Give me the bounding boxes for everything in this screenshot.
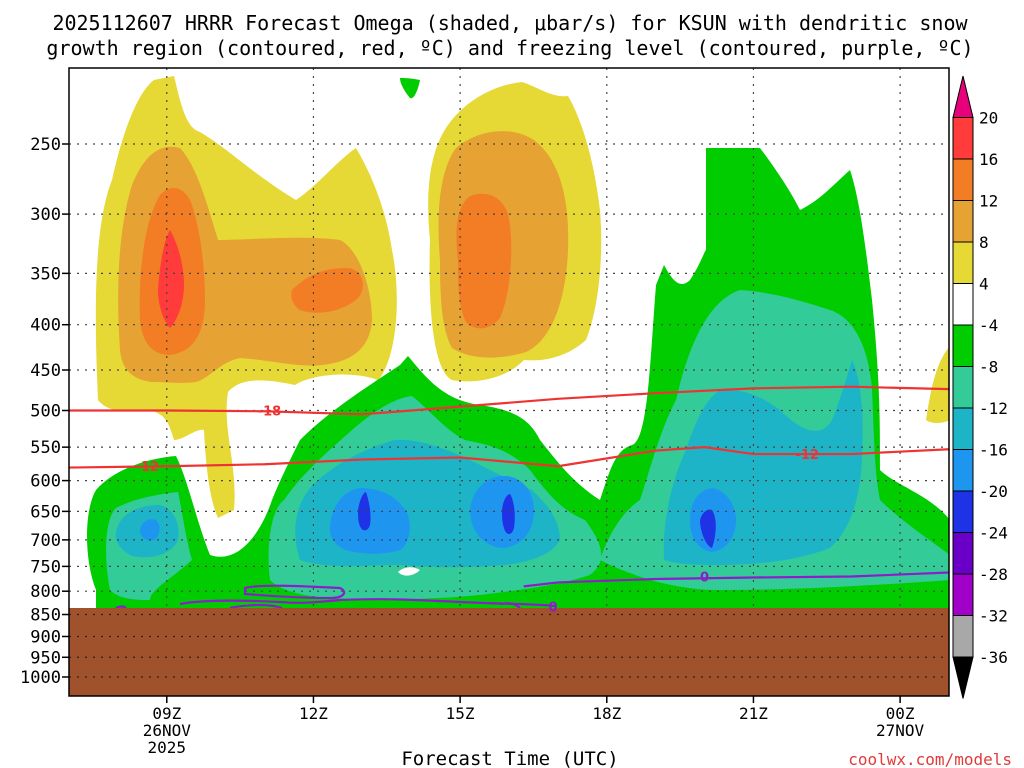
- colorbar-swatch-7: [952, 366, 974, 409]
- y-tick-label-800: 800: [30, 582, 61, 602]
- contour-line--12-1: [69, 446, 949, 469]
- omega-fill-neg20-neg24-a: [358, 492, 371, 531]
- colorbar-label-0: 20: [979, 109, 998, 128]
- freezing-level-loop-3: [499, 602, 521, 609]
- colorbar-label-7: -12: [979, 399, 1008, 418]
- x-tick-label-00Z-0: 00Z: [886, 704, 915, 723]
- omega-fill-neg16-neg20-d: [140, 519, 160, 541]
- omega-positive-shading: [95, 76, 949, 608]
- terrain-grid-lines: [69, 613, 949, 678]
- colorbar-label-9: -20: [979, 482, 1008, 501]
- y-tick-label-400: 400: [30, 316, 61, 336]
- plot-frame: [68, 67, 950, 697]
- colorbar-label-3: 8: [979, 233, 989, 252]
- y-tick-label-1000: 1000: [20, 668, 61, 688]
- y-axis: 2503003504004505005506006507007508008509…: [20, 135, 69, 688]
- x-tick-label-18Z-0: 18Z: [592, 704, 621, 723]
- freezing-level-loop-4: [115, 605, 127, 610]
- colorbar-label-4: 4: [979, 275, 989, 294]
- omega-fill-neg16-neg20-b: [470, 476, 534, 548]
- contour-label-1: -12: [135, 460, 159, 475]
- site-credit: coolwx.com/models: [848, 750, 1012, 768]
- colorbar-swatch-12: [952, 573, 974, 616]
- contour-labels: -18 -12 -12 0 0: [135, 405, 819, 616]
- colorbar-label-8: -16: [979, 441, 1008, 460]
- y-tick-label-600: 600: [30, 472, 61, 492]
- y-tick-label-450: 450: [30, 361, 61, 381]
- colorbar-swatch-8: [952, 407, 974, 450]
- contour-line-0-2: [523, 571, 949, 588]
- x-tick-label-09Z-0: 09Z: [152, 704, 181, 723]
- colorbar-label-6: -8: [979, 358, 998, 377]
- y-tick-label-550: 550: [30, 438, 61, 458]
- colorbar-swatch-4: [952, 241, 974, 284]
- colorbar-swatch-1: [952, 117, 974, 160]
- y-tick-label-300: 300: [30, 205, 61, 225]
- colorbar-cap-top: [952, 75, 974, 118]
- x-tick-label-12Z-0: 12Z: [299, 704, 328, 723]
- colorbar-label-13: -36: [979, 648, 1008, 667]
- terrain-below-ground: [69, 608, 949, 696]
- contour-label-3: 0: [700, 571, 709, 586]
- y-tick-label-250: 250: [30, 135, 61, 155]
- colorbar-swatch-10: [952, 490, 974, 533]
- freezing-level-loop-2: [229, 603, 283, 610]
- y-tick-label-850: 850: [30, 606, 61, 626]
- plot-area: [69, 68, 949, 696]
- colorbar-swatch-11: [952, 532, 974, 575]
- y-tick-label-750: 750: [30, 557, 61, 577]
- colorbar-legend: 20 16 12 8 4 -4 -8 -12 -16 -20 -24 -28 -32 -36: [952, 75, 1008, 699]
- colorbar-label-1: 16: [979, 150, 998, 169]
- chart-title-line-2: growth region (contoured, red, ºC) and f…: [46, 36, 973, 60]
- contour-line--18-0: [69, 385, 949, 416]
- colorbar-label-11: -28: [979, 565, 1008, 584]
- omega-fill-12-16-center: [456, 193, 512, 329]
- colorbar-cap-bottom: [952, 656, 974, 699]
- colorbar-label-10: -24: [979, 524, 1008, 543]
- freezing-level-loop-0: [243, 584, 346, 600]
- y-tick-label-700: 700: [30, 531, 61, 551]
- omega-negative-shading: [87, 148, 949, 608]
- colorbar-swatch-6: [952, 324, 974, 367]
- y-tick-label-900: 900: [30, 627, 61, 647]
- colorbar-label-2: 12: [979, 192, 998, 211]
- contour-label-2: -12: [795, 448, 819, 463]
- colorbar-label-12: -32: [979, 607, 1008, 626]
- x-tick-label-00Z-1: 27NOV: [876, 721, 925, 740]
- omega-hole-white: [398, 567, 420, 576]
- colorbar-swatch-13: [952, 615, 974, 658]
- omega-fill-12-right-lobe: [291, 268, 363, 313]
- omega-fill-16-20-left: [158, 230, 184, 328]
- y-tick-label-350: 350: [30, 264, 61, 284]
- contour-label-0: -18: [258, 405, 282, 420]
- y-tick-label-950: 950: [30, 648, 61, 668]
- grid-lines: [69, 68, 949, 696]
- omega-fill-neg20-neg24-c: [700, 509, 716, 548]
- x-tick-label-09Z-2: 2025: [148, 738, 187, 757]
- colorbar-swatch-9: [952, 449, 974, 492]
- colorbar-swatch-3: [952, 200, 974, 243]
- colorbar-label-5: -4: [979, 316, 998, 335]
- omega-fill-neg20-neg24-b: [502, 494, 515, 534]
- colorbar-swatch-5: [952, 283, 974, 326]
- x-tick-label-21Z-0: 21Z: [739, 704, 768, 723]
- chart-title-line-1: 2025112607 HRRR Forecast Omega (shaded, …: [52, 11, 968, 35]
- y-tick-label-650: 650: [30, 502, 61, 522]
- omega-fill-4-8-top-cell: [400, 78, 420, 99]
- x-tick-label-09Z-1: 26NOV: [143, 721, 192, 740]
- contour-label-4: 0: [548, 601, 557, 616]
- x-axis-label: Forecast Time (UTC): [401, 748, 618, 768]
- colorbar-swatch-2: [952, 158, 974, 201]
- x-tick-label-15Z-0: 15Z: [446, 704, 475, 723]
- freezing-level-loop-1: [179, 598, 556, 608]
- y-tick-label-500: 500: [30, 402, 61, 422]
- contour-lines: [69, 385, 949, 610]
- omega-fill-4-8-right-edge: [926, 347, 949, 423]
